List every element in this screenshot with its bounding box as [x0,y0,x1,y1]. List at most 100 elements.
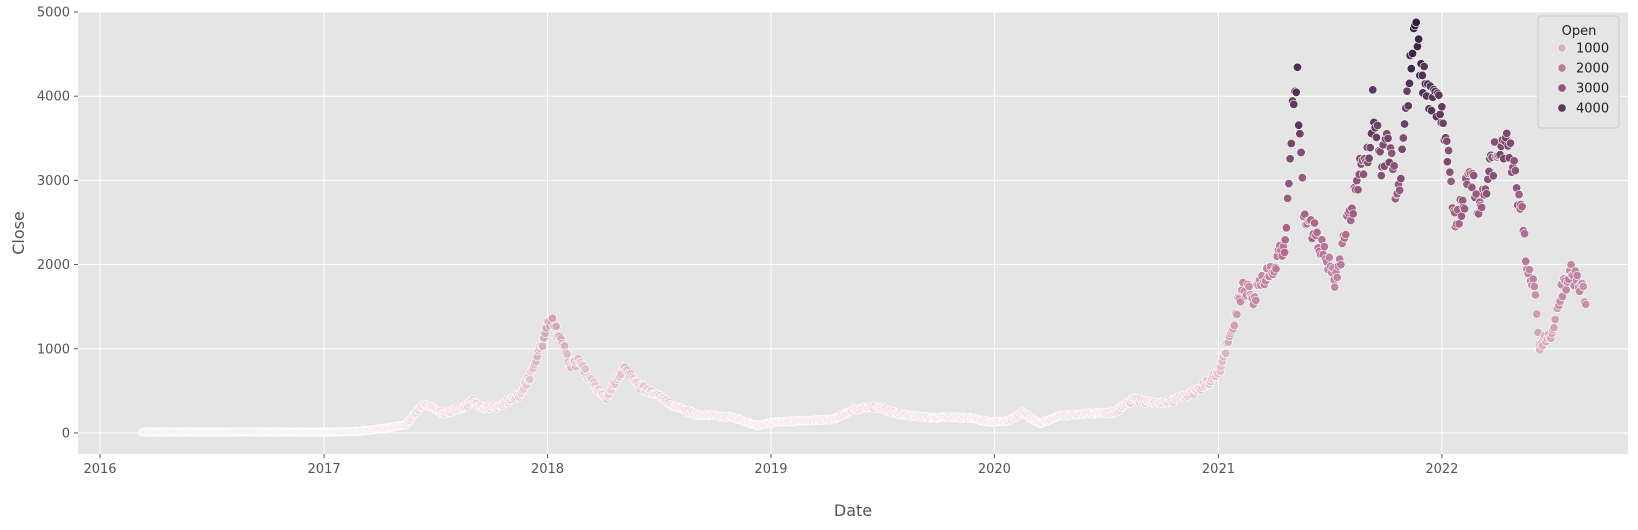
data-point [580,364,590,374]
data-point [1531,290,1541,300]
data-point [1371,132,1381,142]
data-point [1408,49,1418,59]
legend-label: 3000 [1576,82,1609,97]
data-point [1292,62,1302,72]
y-tick-label: 0 [62,426,70,441]
y-tick-label: 2000 [37,258,70,273]
data-point [1520,229,1530,239]
x-tick-label: 2021 [1202,462,1235,477]
data-point [1460,204,1470,214]
y-axis-title: Close [9,211,28,255]
data-point [1373,120,1383,130]
x-tick-label: 2020 [978,462,1011,477]
data-point [1310,218,1320,228]
data-point [1434,90,1444,100]
data-point [1383,133,1393,143]
data-point [1376,171,1386,181]
data-point [1477,202,1487,212]
legend-label: 2000 [1576,62,1609,77]
data-point [1291,87,1301,97]
data-point [1454,219,1464,229]
legend-marker [1557,83,1567,93]
data-point [1389,161,1399,171]
data-point [1517,202,1527,212]
y-tick-labels: 0 1000 2000 3000 4000 5000 [37,6,78,441]
data-point [1368,85,1378,95]
data-point [1521,256,1531,266]
x-tick-label: 2018 [531,462,564,477]
data-point [1395,185,1405,195]
data-point [1403,101,1413,111]
data-point [1444,146,1454,156]
legend-label: 4000 [1576,102,1609,117]
data-point [1359,169,1369,179]
data-point [1417,70,1427,80]
data-point [1524,265,1534,275]
x-tick-label: 2016 [83,462,116,477]
data-point [1532,309,1542,319]
data-point [1397,144,1407,154]
legend-label: 1000 [1576,42,1609,57]
data-point [1398,133,1408,143]
x-tick-label: 2022 [1425,462,1458,477]
data-point [1529,281,1539,291]
data-point [1280,235,1290,245]
data-point [1581,299,1591,309]
x-tick-labels: 2016 2017 2018 2019 2020 2021 2022 [83,454,1458,477]
legend-marker [1557,43,1567,53]
data-point [1295,129,1305,139]
data-point [1271,264,1281,274]
data-point [1572,270,1582,280]
data-point [1442,157,1452,167]
data-point [1348,209,1358,219]
data-point [538,341,548,351]
data-point [1412,41,1422,51]
data-point [1482,189,1492,199]
data-point [1502,128,1512,138]
data-point [1284,179,1294,189]
legend-marker [1557,103,1567,113]
data-point [1404,78,1414,88]
data-point [1578,282,1588,292]
data-point [1285,154,1295,164]
x-tick-label: 2017 [308,462,341,477]
data-point [1280,247,1290,257]
data-point [1467,182,1477,192]
legend: Open 1000 2000 3000 4000 [1537,15,1620,129]
data-point [1528,274,1538,284]
data-point [1229,320,1239,330]
y-tick-label: 5000 [37,6,70,21]
x-axis-title: Date [834,501,872,520]
data-point [1426,106,1436,116]
legend-box [1537,15,1620,129]
data-point [1400,119,1410,129]
data-point [1435,109,1445,119]
data-point [1419,62,1429,72]
plot-background [78,12,1628,454]
data-point [525,375,535,385]
data-point [1330,282,1340,292]
data-point [1221,348,1231,358]
y-tick-label: 1000 [37,342,70,357]
data-point [1365,143,1375,153]
data-point [1283,193,1293,203]
data-point [1414,34,1424,44]
data-point [1286,138,1296,148]
data-point [562,349,572,359]
data-point [1232,310,1242,320]
data-point [1469,171,1479,181]
data-point [1294,120,1304,130]
data-point [1411,17,1421,27]
data-point [1353,185,1363,195]
y-gridlines [78,11,1628,434]
data-point [1341,230,1351,240]
legend-title: Open [1562,24,1597,39]
data-point [1324,252,1334,262]
y-tick-label: 4000 [37,90,70,105]
data-point [1446,176,1456,186]
data-point [1566,260,1576,270]
data-point [1561,285,1571,295]
data-point [1244,281,1254,291]
data-point [1510,166,1520,176]
